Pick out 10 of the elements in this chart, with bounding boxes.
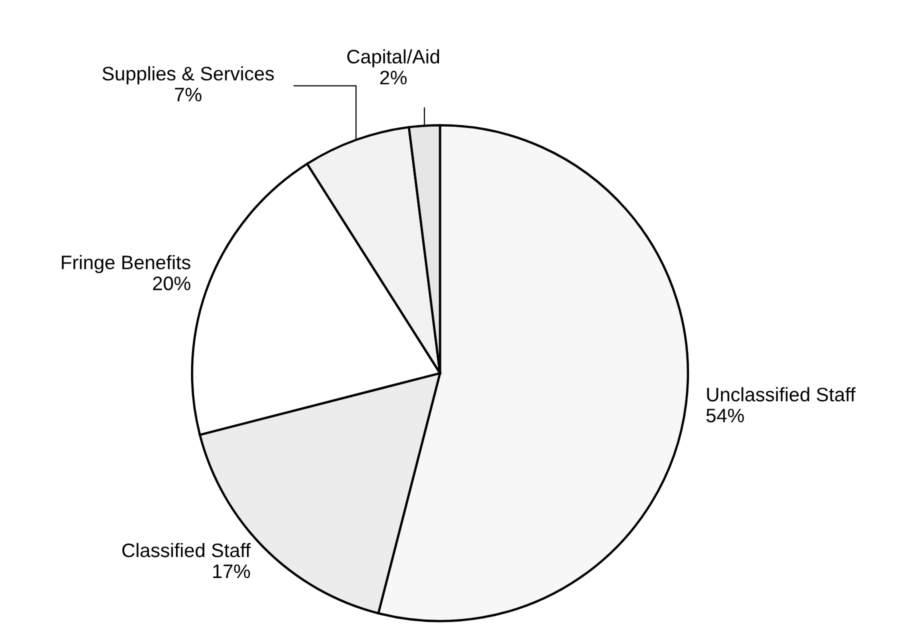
slice-label: Unclassified Staff <box>707 387 856 402</box>
slice-label: Fringe Benefits <box>62 255 190 274</box>
data-label: 20% <box>153 276 190 290</box>
data-label: 17% <box>213 564 250 578</box>
data-label: 7% <box>175 88 202 102</box>
data-label: 2% <box>380 70 407 84</box>
slice-label: Supplies & Services <box>102 66 274 84</box>
slice-label: Capital/Aid <box>347 49 440 68</box>
data-label: 54% <box>706 408 744 422</box>
slice-label: Classified Staff <box>122 542 251 558</box>
